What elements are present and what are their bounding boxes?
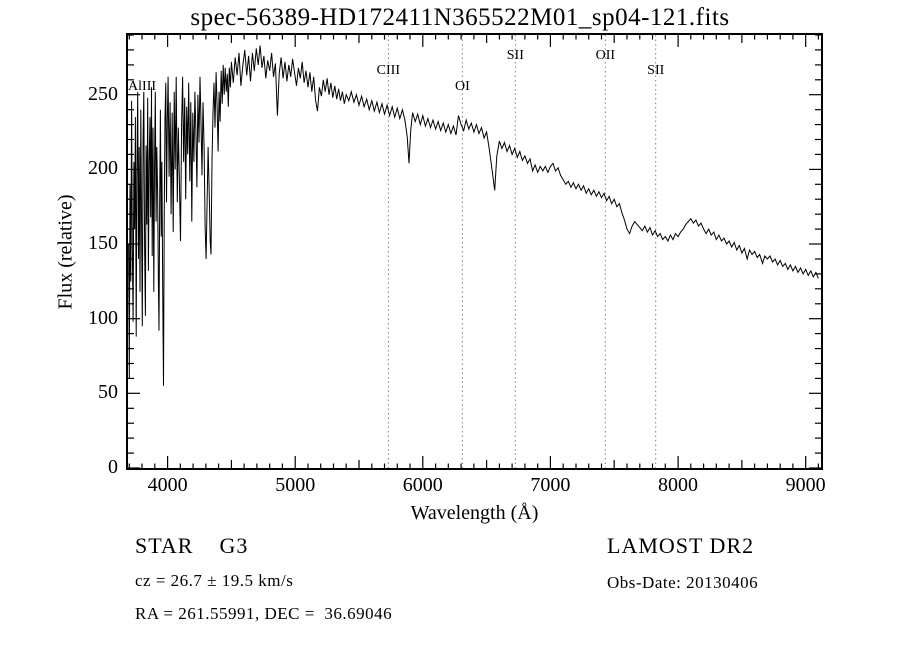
y-tick-label: 50 <box>98 381 118 404</box>
y-tick-label: 250 <box>88 82 118 105</box>
spectral-line-label: SII <box>506 48 524 63</box>
spectral-line-label: SII <box>647 63 665 78</box>
spectral-line-label: OI <box>454 79 470 94</box>
y-tick-label: 150 <box>88 232 118 255</box>
x-tick-label: 9000 <box>785 474 826 496</box>
coordinates-text: RA = 261.55991, DEC = 36.69046 <box>135 604 393 623</box>
plot-title: spec-56389-HD172411N365522M01_sp04-121.f… <box>190 4 730 31</box>
x-tick-label: 4000 <box>147 474 188 496</box>
spectral-line-label: OII <box>595 48 616 63</box>
spectral-line-label: CIII <box>376 63 401 78</box>
y-tick-label: 0 <box>108 456 118 478</box>
spectrum-plot-canvas <box>128 35 821 468</box>
x-tick-label: 7000 <box>530 474 571 496</box>
survey-name-text: LAMOST DR2 <box>607 533 755 558</box>
x-axis-label: Wavelength (Å) <box>410 502 539 524</box>
y-tick-label: 200 <box>88 157 118 180</box>
x-tick-label: 6000 <box>402 474 443 496</box>
spectrum-trace <box>128 45 819 386</box>
x-tick-label: 8000 <box>658 474 699 496</box>
x-tick-label: 5000 <box>275 474 316 496</box>
y-tick-label: 100 <box>88 306 118 329</box>
radial-velocity-text: cz = 26.7 ± 19.5 km/s <box>135 571 294 590</box>
obs-date-text: Obs-Date: 20130406 <box>607 573 759 592</box>
spectral-line-label: AlIII <box>128 79 157 94</box>
plot-area <box>126 33 823 470</box>
object-class-text: STAR G3 <box>135 533 249 558</box>
